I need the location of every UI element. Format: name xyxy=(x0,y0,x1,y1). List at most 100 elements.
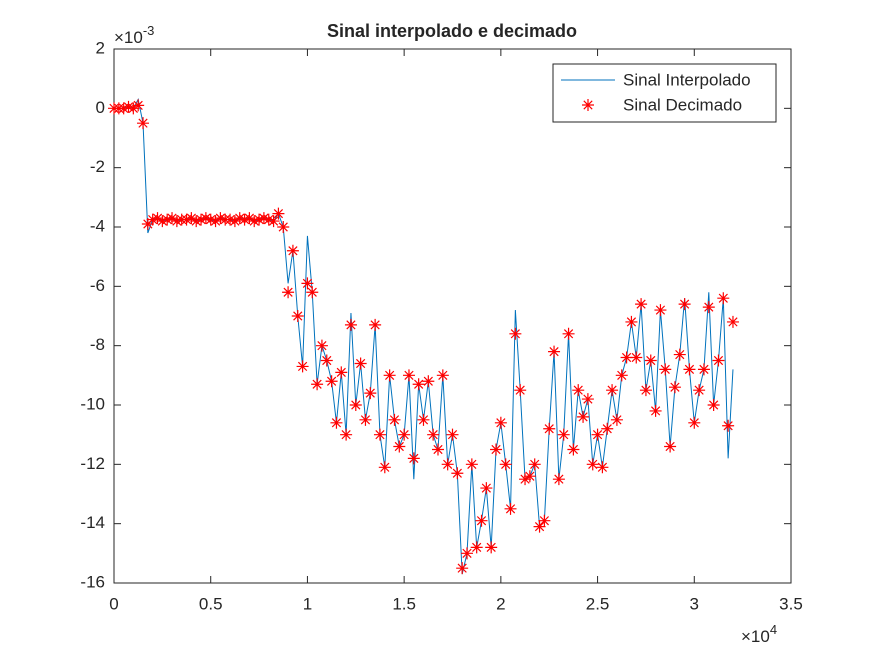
marker xyxy=(436,369,449,382)
marker xyxy=(722,419,735,432)
marker xyxy=(649,404,662,417)
x-tick-label: 0 xyxy=(109,594,118,613)
marker xyxy=(402,369,415,382)
marker xyxy=(509,327,522,340)
marker xyxy=(161,213,174,226)
marker xyxy=(325,375,338,388)
marker xyxy=(388,413,401,426)
marker xyxy=(315,339,328,352)
marker xyxy=(441,458,454,471)
marker xyxy=(461,547,474,560)
marker xyxy=(301,277,314,290)
y-tick-label: -4 xyxy=(90,216,105,235)
marker xyxy=(393,440,406,453)
marker xyxy=(717,292,730,305)
marker xyxy=(166,212,179,225)
chart-title: Sinal interpolado e decimado xyxy=(327,21,577,41)
marker xyxy=(243,212,256,225)
marker xyxy=(615,369,628,382)
marker xyxy=(456,562,469,575)
marker xyxy=(359,413,372,426)
marker xyxy=(209,215,222,228)
y-tick-label: -6 xyxy=(90,276,105,295)
marker xyxy=(470,541,483,554)
marker xyxy=(195,213,208,226)
marker xyxy=(185,212,198,225)
y-tick-label: 2 xyxy=(96,38,105,57)
marker xyxy=(683,363,696,376)
x-tick-label: 2 xyxy=(496,594,505,613)
marker xyxy=(668,381,681,394)
marker xyxy=(190,215,203,228)
marker xyxy=(340,428,353,441)
marker xyxy=(606,384,619,397)
marker xyxy=(412,378,425,391)
marker xyxy=(635,298,648,311)
marker xyxy=(688,416,701,429)
x-tick-label: 3 xyxy=(690,594,699,613)
marker xyxy=(151,212,164,225)
marker xyxy=(591,428,604,441)
marker xyxy=(311,378,324,391)
marker xyxy=(582,99,594,111)
legend-label: Sinal Interpolado xyxy=(623,70,751,89)
marker xyxy=(707,399,720,411)
marker xyxy=(224,213,237,226)
plot-area xyxy=(113,48,792,584)
marker xyxy=(427,428,440,441)
marker xyxy=(659,363,672,376)
marker xyxy=(693,384,706,397)
y-tick-label: -2 xyxy=(90,157,105,176)
marker xyxy=(214,212,227,225)
marker xyxy=(378,461,391,474)
marker xyxy=(282,286,295,299)
marker xyxy=(330,416,343,429)
marker xyxy=(204,213,217,226)
marker xyxy=(373,428,386,441)
marker xyxy=(335,366,348,379)
marker xyxy=(664,440,677,453)
marker xyxy=(233,212,246,225)
marker xyxy=(180,213,193,226)
marker xyxy=(475,514,488,527)
marker xyxy=(267,215,280,228)
y-multiplier-exp: -3 xyxy=(143,23,155,38)
y-tick-label: -12 xyxy=(80,454,105,473)
marker xyxy=(678,298,691,311)
marker xyxy=(485,541,498,554)
marker xyxy=(557,428,570,441)
marker xyxy=(253,213,266,226)
marker xyxy=(122,100,135,113)
x-tick-label: 1 xyxy=(303,594,312,613)
marker xyxy=(262,213,275,226)
y-tick-label: -16 xyxy=(80,572,105,591)
marker xyxy=(562,327,575,340)
x-tick-label: 1.5 xyxy=(392,594,416,613)
marker xyxy=(630,351,643,364)
marker xyxy=(320,354,333,367)
marker xyxy=(499,458,512,471)
marker xyxy=(383,369,396,382)
x-tick-label: 3.5 xyxy=(779,594,803,613)
marker xyxy=(523,470,536,483)
marker xyxy=(431,443,444,456)
y-tick-label: -10 xyxy=(80,394,105,413)
marker xyxy=(141,218,154,231)
marker xyxy=(296,360,309,373)
marker xyxy=(364,387,377,400)
marker xyxy=(132,99,145,112)
marker xyxy=(504,502,517,515)
marker xyxy=(369,318,382,331)
marker xyxy=(528,458,541,471)
marker xyxy=(417,413,430,426)
marker xyxy=(543,422,556,435)
x-tick-label: 2.5 xyxy=(586,594,610,613)
marker xyxy=(344,318,357,331)
marker xyxy=(422,375,435,388)
marker xyxy=(567,443,580,456)
marker xyxy=(354,357,367,370)
legend: Sinal Interpolado Sinal Decimado xyxy=(552,63,777,123)
marker xyxy=(552,473,565,486)
